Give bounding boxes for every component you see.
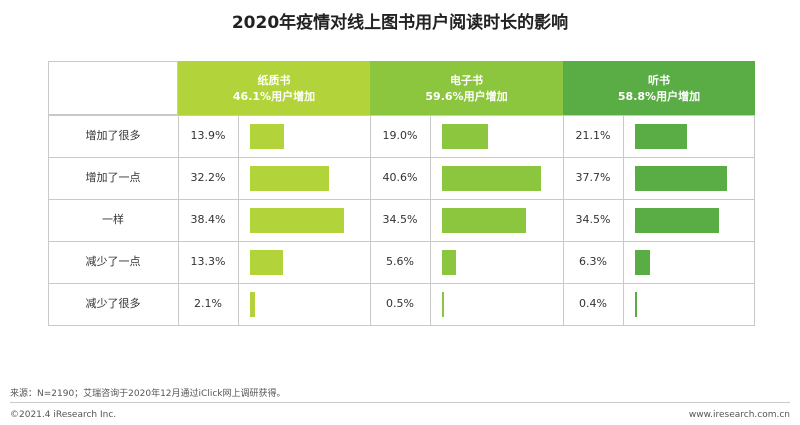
bar [635,250,651,275]
series-header-1: 电子书 59.6%用户增加 [370,61,563,115]
data-label: 38.4% [190,213,226,226]
data-label: 37.7% [575,171,611,184]
bar [250,250,283,275]
grid-line [238,115,239,325]
category-label: 增加了很多 [85,129,141,142]
grid-line [178,115,179,325]
grid-line [370,115,371,325]
footer-divider [10,402,790,403]
data-label: 19.0% [382,129,418,142]
grid-line [48,199,755,200]
category-label: 增加了一点 [85,171,141,184]
grid-line [48,115,49,325]
copyright: ©2021.4 iResearch Inc. [10,410,117,420]
data-label: 5.6% [386,255,414,268]
bar [442,208,527,233]
bar [250,124,284,149]
data-label: 32.2% [190,171,226,184]
data-label: 0.5% [386,297,414,310]
bar [442,124,489,149]
bar [442,166,542,191]
data-label: 34.5% [382,213,418,226]
grid-line [754,115,755,325]
header-blank-cell [48,61,178,115]
source-note: 来源：N=2190；艾瑞咨询于2020年12月通过iClick网上调研获得。 [10,389,286,399]
category-label: 一样 [102,213,124,226]
bar [635,292,637,317]
grid-line [563,115,564,325]
category-label: 减少了一点 [85,255,141,268]
data-label: 6.3% [579,255,607,268]
series-header-2: 听书 58.8%用户增加 [563,61,755,115]
series-name: 电子书 [450,74,483,87]
data-label: 0.4% [579,297,607,310]
bar [635,124,687,149]
bar [250,208,344,233]
grid-line [48,157,755,158]
data-label: 13.3% [190,255,226,268]
grid-line [623,115,624,325]
chart-table: 纸质书 46.1%用户增加 电子书 59.6%用户增加 听书 58.8%用户增加增加了很多… [48,61,755,326]
category-label: 减少了很多 [85,297,141,310]
website: www.iresearch.com.cn [688,410,790,420]
bar [635,208,720,233]
table-row: 减少了一点 13.3% 5.6% 6.3% [48,241,755,283]
table-row: 增加了很多 13.9% 19.0% 21.1% [48,115,755,157]
table-row: 减少了很多 2.1% 0.5% 0.4% [48,283,755,325]
series-subtitle: 46.1%用户增加 [232,90,316,103]
grid-line [48,115,755,116]
series-header-0: 纸质书 46.1%用户增加 [178,61,370,115]
bar [635,166,728,191]
chart-title: 2020年疫情对线上图书用户阅读时长的影响 [231,13,569,33]
series-name: 听书 [648,74,670,87]
series-name: 纸质书 [257,74,291,87]
table-row: 一样 38.4% 34.5% 34.5% [48,199,755,241]
grid-line [48,241,755,242]
series-subtitle: 59.6%用户增加 [425,90,508,103]
grid-line [48,325,755,326]
data-label: 21.1% [575,129,611,142]
bar [250,166,329,191]
data-label: 34.5% [575,213,611,226]
bar [442,250,456,275]
data-label: 2.1% [194,297,222,310]
grid-line [430,115,431,325]
data-label: 13.9% [190,129,226,142]
bar [442,292,444,317]
table-row: 增加了一点 32.2% 40.6% 37.7% [48,157,755,199]
grid-line [48,283,755,284]
series-subtitle: 58.8%用户增加 [617,90,701,103]
bar [250,292,256,317]
data-label: 40.6% [382,171,418,184]
